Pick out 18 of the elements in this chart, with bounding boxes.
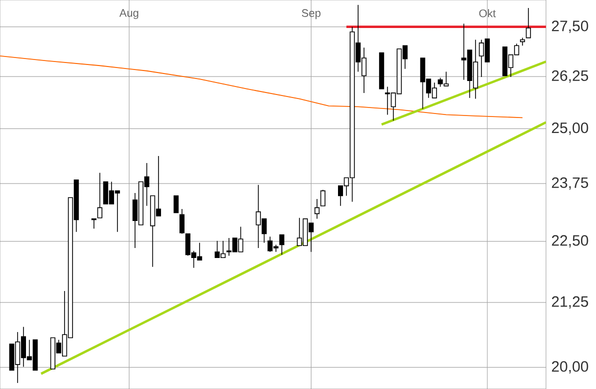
candlestick (526, 8, 531, 38)
y-tick-label: 20,00 (552, 361, 588, 374)
x-tick-label: Sep (302, 9, 320, 20)
y-tick-label: 23,75 (552, 177, 588, 190)
y-tick-label: 25,00 (552, 122, 588, 135)
line-series (0, 56, 523, 118)
candlestick (314, 198, 320, 220)
candlestick (97, 172, 102, 218)
y-tick-label: 26,25 (552, 70, 588, 83)
y-tick-label: 21,25 (552, 296, 588, 309)
y-tick-label: 22,50 (552, 235, 588, 248)
candlestick (174, 195, 179, 214)
candlestick (91, 218, 96, 229)
x-tick-label: Aug (119, 9, 138, 20)
candlestick (279, 234, 284, 256)
candlestick (179, 208, 185, 234)
y-tick-label: 27,50 (552, 20, 588, 34)
candlestick (320, 189, 326, 206)
